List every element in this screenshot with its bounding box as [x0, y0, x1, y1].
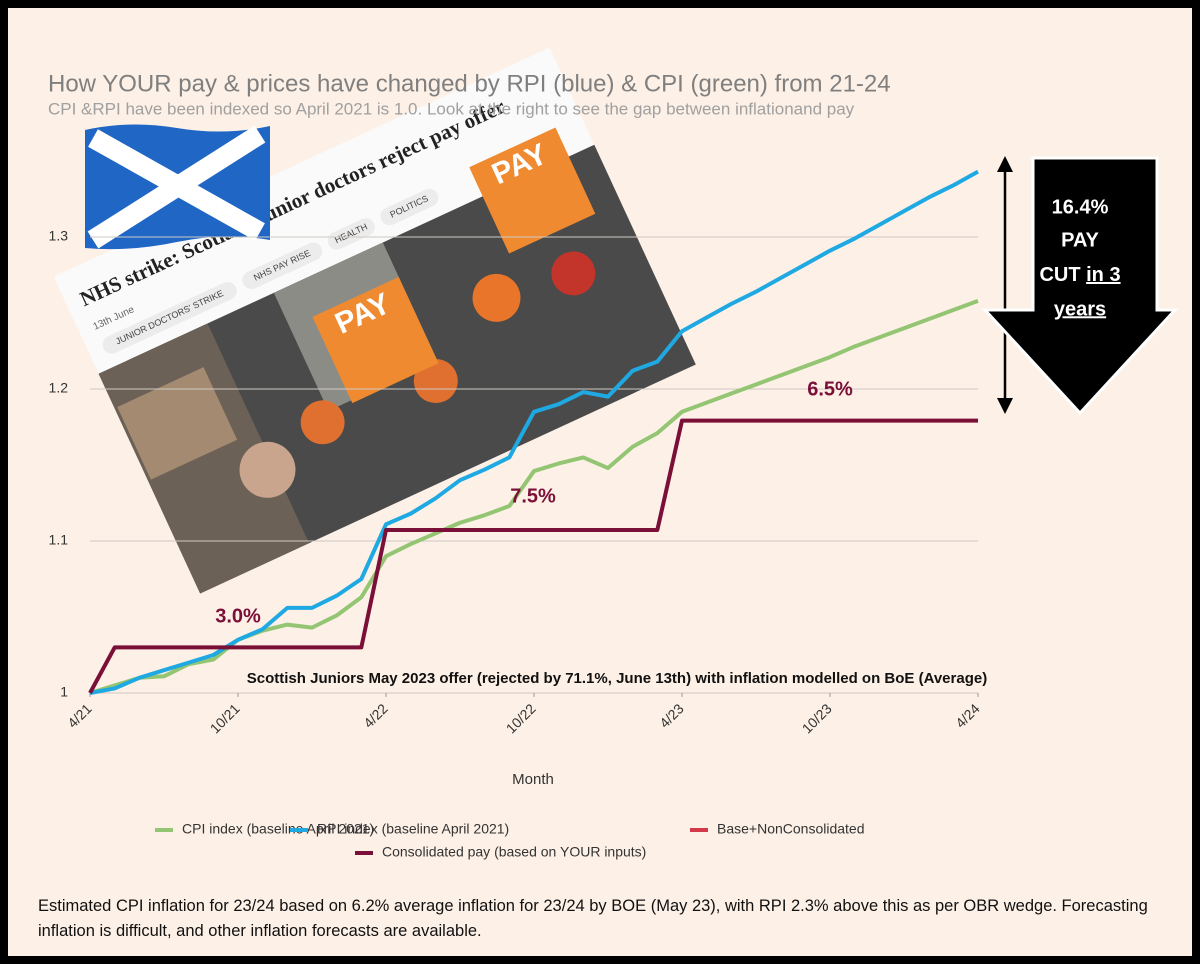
callout-text: years: [1054, 298, 1106, 320]
legend-label: Consolidated pay (based on YOUR inputs): [382, 844, 646, 860]
x-tick-label: 4/24: [952, 700, 983, 731]
callout-text: CUT in 3: [1039, 264, 1120, 286]
x-axis-label: Month: [512, 771, 554, 788]
footnote: Estimated CPI inflation for 23/24 based …: [38, 897, 1148, 940]
photo-tag-box: [327, 218, 375, 250]
legend-label: Base+NonConsolidated: [717, 821, 865, 837]
photo-tag-box: [380, 188, 439, 226]
chart-subtitle: CPI &RPI have been indexed so April 2021…: [48, 99, 855, 118]
callout-text: in 3: [1086, 264, 1120, 286]
photo-sign: [117, 367, 238, 480]
chart-title: How YOUR pay & prices have changed by RP…: [48, 70, 891, 97]
callout-text: 16.4%: [1052, 196, 1109, 218]
callout-arrow: [981, 156, 1179, 416]
callout-text: CUT: [1039, 264, 1080, 286]
series-line: [88, 418, 978, 694]
y-tick-label: 1.1: [49, 532, 69, 548]
annotation: 3.0%: [215, 605, 261, 627]
photo-tag-box: [102, 281, 237, 354]
x-tick-label: 4/21: [64, 700, 95, 731]
y-tick-label: 1.2: [49, 380, 69, 396]
y-tick-label: 1: [60, 684, 68, 700]
x-tick-label: 10/23: [799, 700, 835, 736]
photo-tag-box: [242, 242, 323, 290]
callout: 16.4% PAY CUT in 3 years: [981, 156, 1179, 416]
legend-label: RPI index (baseline April 2021): [317, 821, 509, 837]
photo-person: [239, 441, 296, 498]
photo-person: [300, 400, 345, 445]
legend-label: CPI index (baseline April 2021): [182, 821, 374, 837]
x-tick-label: 10/21: [207, 700, 243, 736]
series-line: [89, 169, 979, 695]
note: Scottish Juniors May 2023 offer (rejecte…: [247, 670, 987, 687]
photo-bg: [98, 323, 310, 594]
annotation: 6.5%: [807, 378, 853, 400]
flag-saltire: [87, 125, 266, 249]
x-tick-label: 4/22: [360, 700, 391, 731]
annotation: 7.5%: [510, 485, 556, 507]
y-tick-label: 1.3: [49, 228, 69, 244]
photo-placard: [469, 127, 596, 254]
photo-person: [551, 251, 596, 296]
x-tick-label: 10/22: [503, 700, 539, 736]
callout-text: PAY: [1061, 229, 1099, 251]
x-tick-label: 4/23: [656, 700, 687, 731]
photo-person: [413, 359, 458, 404]
photo-placard: [312, 276, 439, 404]
flag: [85, 124, 270, 250]
photo-person: [472, 273, 521, 322]
